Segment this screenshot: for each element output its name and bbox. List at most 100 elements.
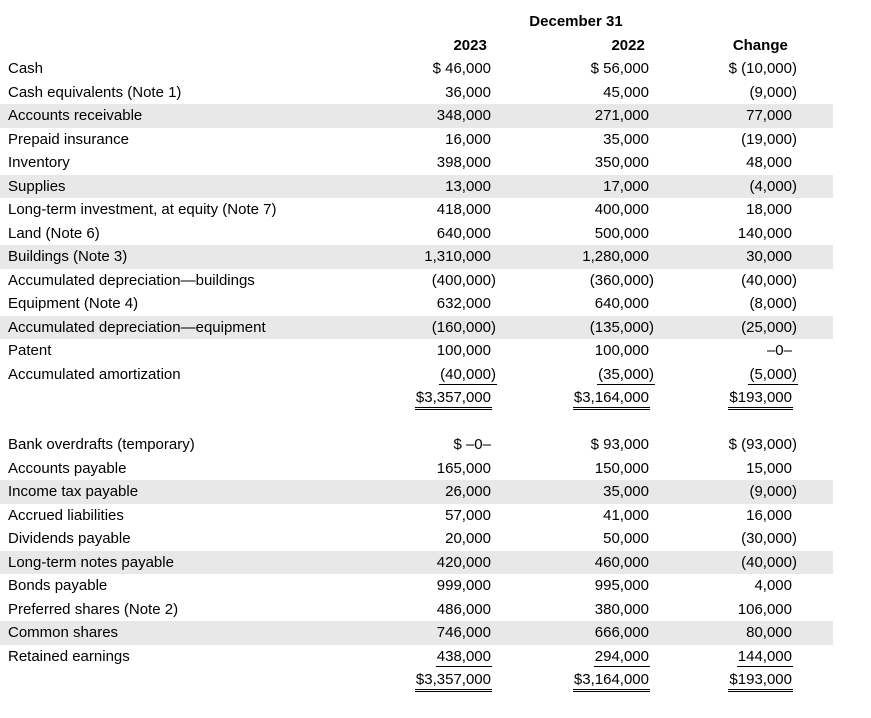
cell-value: (30,000) bbox=[741, 530, 797, 547]
cell-value: 1,280,000 bbox=[582, 248, 649, 265]
value-2022: 100,000 bbox=[497, 339, 655, 363]
value-change: 18,000 bbox=[655, 198, 798, 222]
table-row: Supplies 13,000 17,000 (4,000) bbox=[0, 174, 833, 199]
total-row: $3,357,000 $3,164,000 $193,000 bbox=[0, 668, 833, 692]
value-2022: $3,164,000 bbox=[497, 386, 655, 410]
value-2023: 57,000 bbox=[410, 504, 497, 528]
cell-value: (5,000) bbox=[748, 365, 798, 385]
value-2023: 100,000 bbox=[410, 339, 497, 363]
cell-value: 350,000 bbox=[594, 154, 649, 171]
value-2023: 36,000 bbox=[410, 81, 497, 105]
cell-value: 144,000 bbox=[736, 647, 793, 667]
cell-value: (8,000) bbox=[749, 295, 797, 312]
value-change: –0– bbox=[655, 339, 798, 363]
value-2023: 420,000 bbox=[410, 551, 497, 575]
row-label: Cash bbox=[8, 60, 44, 77]
row-label: Preferred shares (Note 2) bbox=[8, 600, 179, 618]
value-2022: $ 93,000 bbox=[497, 433, 655, 457]
value-2023: 13,000 bbox=[410, 175, 497, 199]
cell-value: $3,357,000 bbox=[414, 389, 492, 410]
table-row: Retained earnings 438,000 294,000 144,000 bbox=[0, 645, 833, 669]
cell-value: 666,000 bbox=[594, 624, 649, 641]
value-2022: 460,000 bbox=[497, 551, 655, 575]
comparative-balance-sheet: December 31 2023 2022 Change Cash $ 46,00… bbox=[0, 10, 833, 692]
cell-value: 80,000 bbox=[746, 624, 792, 641]
value-2022: 50,000 bbox=[497, 527, 655, 551]
cell-value: (4,000) bbox=[749, 177, 797, 195]
value-2022: $ 56,000 bbox=[497, 57, 655, 81]
row-label: Equipment (Note 4) bbox=[8, 295, 139, 312]
value-2023: (40,000) bbox=[410, 363, 497, 387]
value-2023: $3,357,000 bbox=[410, 386, 497, 410]
cell-value: $ –0– bbox=[453, 436, 491, 453]
date-header-row: December 31 bbox=[0, 10, 833, 34]
cell-value: 500,000 bbox=[594, 224, 649, 242]
row-label: Patent bbox=[8, 342, 52, 359]
cell-value: 150,000 bbox=[594, 459, 649, 477]
cell-value: 640,000 bbox=[594, 295, 649, 312]
value-2022: 45,000 bbox=[497, 81, 655, 105]
cell-value: 16,000 bbox=[445, 130, 491, 148]
value-2022: 995,000 bbox=[497, 574, 655, 598]
cell-value: 30,000 bbox=[746, 248, 792, 265]
value-change: (4,000) bbox=[655, 175, 798, 199]
value-change: 48,000 bbox=[655, 151, 798, 175]
value-2022: (35,000) bbox=[497, 363, 655, 387]
table-body: Cash $ 46,000 $ 56,000 $ (10,000) Cash equiv… bbox=[0, 57, 833, 692]
cell-value: 35,000 bbox=[603, 130, 649, 148]
value-change: (9,000) bbox=[655, 81, 798, 105]
value-2022: $3,164,000 bbox=[497, 668, 655, 692]
table-row: Inventory 398,000 350,000 48,000 bbox=[0, 151, 833, 175]
value-change: (9,000) bbox=[655, 480, 798, 504]
value-2022: (135,000) bbox=[497, 316, 655, 340]
column-header-2022: 2022 bbox=[611, 36, 645, 54]
cell-value: (135,000) bbox=[589, 318, 654, 336]
section-spacer bbox=[0, 410, 833, 434]
cell-value: 20,000 bbox=[445, 530, 491, 547]
table-row: Dividends payable 20,000 50,000 (30,000) bbox=[0, 527, 833, 551]
cell-value: (40,000) bbox=[741, 271, 797, 289]
value-2022: 41,000 bbox=[497, 504, 655, 528]
cell-value: (40,000) bbox=[741, 553, 797, 571]
table-row: Long-term notes payable 420,000 460,000 (40… bbox=[0, 550, 833, 575]
row-label: Prepaid insurance bbox=[8, 130, 129, 148]
value-change: 77,000 bbox=[655, 104, 798, 128]
date-header: December 31 bbox=[529, 13, 623, 30]
table-row: Buildings (Note 3) 1,310,000 1,280,000 30,0… bbox=[0, 245, 833, 269]
cell-value: 57,000 bbox=[445, 506, 491, 524]
cell-value: 106,000 bbox=[737, 600, 792, 618]
cell-value: 632,000 bbox=[436, 295, 491, 312]
table-row: Equipment (Note 4) 632,000 640,000 (8,000) bbox=[0, 292, 833, 316]
cell-value: $ 93,000 bbox=[590, 436, 649, 453]
cell-value: 45,000 bbox=[603, 83, 649, 101]
cell-value: 460,000 bbox=[594, 553, 649, 571]
value-2022: 294,000 bbox=[497, 645, 655, 669]
value-2022: 1,280,000 bbox=[497, 245, 655, 269]
cell-value: $3,164,000 bbox=[572, 671, 650, 692]
value-2023: (400,000) bbox=[410, 269, 497, 293]
value-2022: 666,000 bbox=[497, 621, 655, 645]
value-change: (5,000) bbox=[655, 363, 798, 387]
value-2023: 632,000 bbox=[410, 292, 497, 316]
row-label: Buildings (Note 3) bbox=[8, 248, 128, 265]
cell-value: 77,000 bbox=[746, 107, 792, 124]
row-label: Accumulated depreciation—buildings bbox=[8, 271, 255, 289]
column-header-row: 2023 2022 Change bbox=[0, 34, 833, 58]
cell-value: 26,000 bbox=[445, 483, 491, 500]
value-2023: $ 46,000 bbox=[410, 57, 497, 81]
cell-value: (9,000) bbox=[749, 483, 797, 500]
value-2022: 35,000 bbox=[497, 480, 655, 504]
cell-value: 999,000 bbox=[436, 577, 491, 594]
value-2023: 26,000 bbox=[410, 480, 497, 504]
value-2022: 350,000 bbox=[497, 151, 655, 175]
value-2023: 398,000 bbox=[410, 151, 497, 175]
value-2022: 380,000 bbox=[497, 598, 655, 622]
row-label: Inventory bbox=[8, 154, 70, 171]
row-label: Land (Note 6) bbox=[8, 224, 100, 242]
cell-value: (19,000) bbox=[741, 130, 797, 148]
row-label bbox=[0, 386, 410, 410]
value-change: 106,000 bbox=[655, 598, 798, 622]
row-label: Bonds payable bbox=[8, 577, 108, 594]
cell-value: $ 46,000 bbox=[432, 60, 491, 77]
value-2023: 999,000 bbox=[410, 574, 497, 598]
